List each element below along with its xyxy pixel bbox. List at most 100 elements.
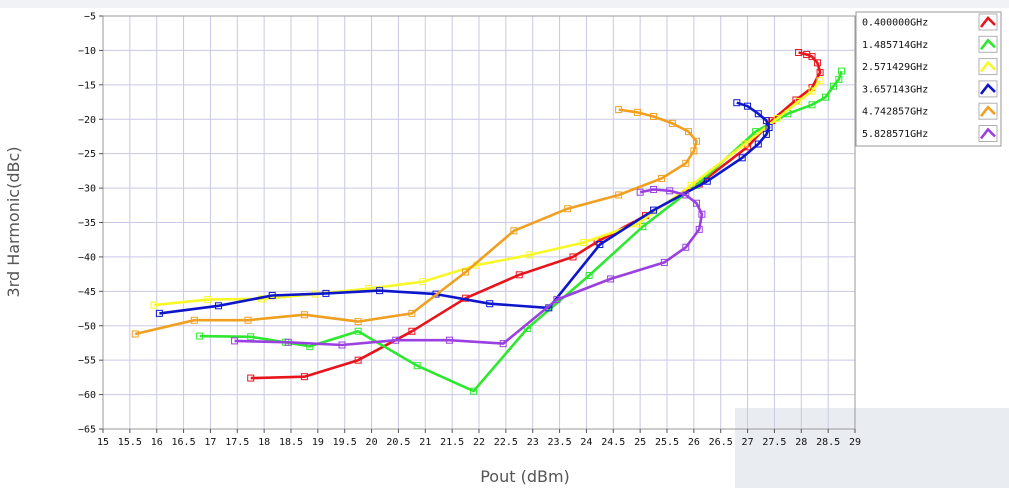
data-point — [196, 332, 204, 340]
x-tick-label: 18 — [258, 437, 270, 448]
legend-label: 1.485714GHz — [862, 40, 928, 51]
data-point — [813, 59, 821, 67]
series-4 — [131, 106, 701, 338]
x-tick-label: 16 — [151, 437, 163, 448]
data-point — [131, 330, 139, 338]
data-point — [808, 101, 816, 109]
legend-swatch-box — [978, 80, 998, 98]
data-point — [526, 251, 534, 259]
data-point — [580, 238, 588, 246]
data-point — [738, 154, 746, 162]
data-point — [155, 309, 163, 317]
series-5 — [231, 185, 706, 349]
data-point — [300, 311, 308, 319]
data-point — [247, 374, 255, 382]
legend-swatch — [979, 38, 996, 51]
series-line — [250, 51, 822, 380]
series-line — [234, 188, 704, 347]
data-point — [765, 124, 773, 132]
x-tick-label: 16.5 — [172, 437, 196, 448]
data-point — [338, 341, 346, 349]
x-tick-label: 23.5 — [548, 437, 572, 448]
data-point — [607, 275, 615, 283]
data-point — [830, 82, 838, 90]
data-point — [486, 300, 494, 308]
data-point — [150, 301, 158, 309]
data-point — [510, 227, 518, 235]
data-point — [795, 97, 803, 105]
legend-swatch-box — [978, 58, 998, 76]
legend-swatch — [979, 60, 996, 73]
data-point — [693, 137, 701, 145]
series-layer — [131, 48, 846, 395]
data-point — [585, 272, 593, 280]
y-tick-label: −30 — [78, 184, 96, 195]
x-tick-label: 17 — [204, 437, 216, 448]
legend-swatch — [979, 105, 996, 117]
data-point — [413, 362, 421, 370]
x-tick-label: 26 — [688, 437, 700, 448]
data-point — [682, 159, 690, 167]
x-tick-label: 25 — [634, 437, 646, 448]
data-point — [499, 340, 507, 348]
legend-swatch — [979, 16, 996, 28]
tick-labels: 15 15.5 16 16.5 17 17.5 18 18.5 19 19.5 20 20.5 21 21… — [78, 12, 861, 449]
data-point — [190, 316, 198, 324]
x-tick-label: 25.5 — [655, 437, 679, 448]
legend-label: 2.571429GHz — [862, 62, 928, 73]
x-tick-label: 29 — [849, 437, 861, 448]
data-point — [615, 106, 623, 114]
legend-label: 4.742857GHz — [862, 107, 928, 118]
x-tick-label: 17.5 — [225, 437, 249, 448]
y-tick-label: −50 — [78, 321, 96, 332]
data-point — [636, 188, 644, 196]
data-point — [650, 206, 658, 214]
data-point — [615, 191, 623, 199]
y-tick-label: −40 — [78, 252, 96, 263]
data-point — [392, 336, 400, 344]
data-point — [733, 99, 741, 107]
x-axis-title: Pout (dBm) — [480, 467, 570, 486]
x-tick-label: 19 — [312, 437, 324, 448]
data-point — [762, 117, 770, 125]
y-tick-label: −25 — [78, 149, 96, 160]
data-point — [682, 243, 690, 251]
legend-swatch-box — [978, 125, 998, 142]
x-tick-label: 20 — [366, 437, 378, 448]
data-point — [741, 140, 749, 148]
legend-swatch — [979, 82, 996, 95]
x-tick-label: 28.5 — [816, 437, 840, 448]
x-tick-label: 24.5 — [601, 437, 625, 448]
data-point — [408, 309, 416, 317]
y-tick-label: −55 — [78, 356, 96, 367]
y-tick-label: −5 — [84, 12, 96, 23]
data-point — [687, 181, 695, 189]
data-point — [322, 289, 330, 297]
data-point — [354, 318, 362, 326]
x-tick-label: 28 — [795, 437, 807, 448]
x-tick-label: 18.5 — [279, 437, 303, 448]
data-point — [445, 336, 453, 344]
data-point — [462, 268, 470, 276]
x-tick-label: 21 — [419, 437, 431, 448]
y-tick-label: −45 — [78, 287, 96, 298]
top-background-strip — [0, 0, 1009, 8]
data-point — [744, 102, 752, 110]
data-point — [795, 48, 803, 56]
series-line — [199, 70, 843, 393]
data-point — [754, 140, 762, 148]
data-point — [247, 333, 255, 341]
series-0 — [247, 48, 824, 382]
data-point — [835, 75, 843, 83]
x-tick-label: 15.5 — [118, 437, 142, 448]
data-point — [754, 110, 762, 118]
legend-swatch-box — [978, 13, 998, 31]
x-tick-label: 27 — [742, 437, 754, 448]
data-point — [408, 327, 416, 335]
data-point — [666, 187, 674, 195]
x-tick-label: 15 — [97, 437, 109, 448]
data-point — [354, 327, 362, 335]
series-2 — [150, 77, 824, 309]
y-tick-label: −15 — [78, 80, 96, 91]
